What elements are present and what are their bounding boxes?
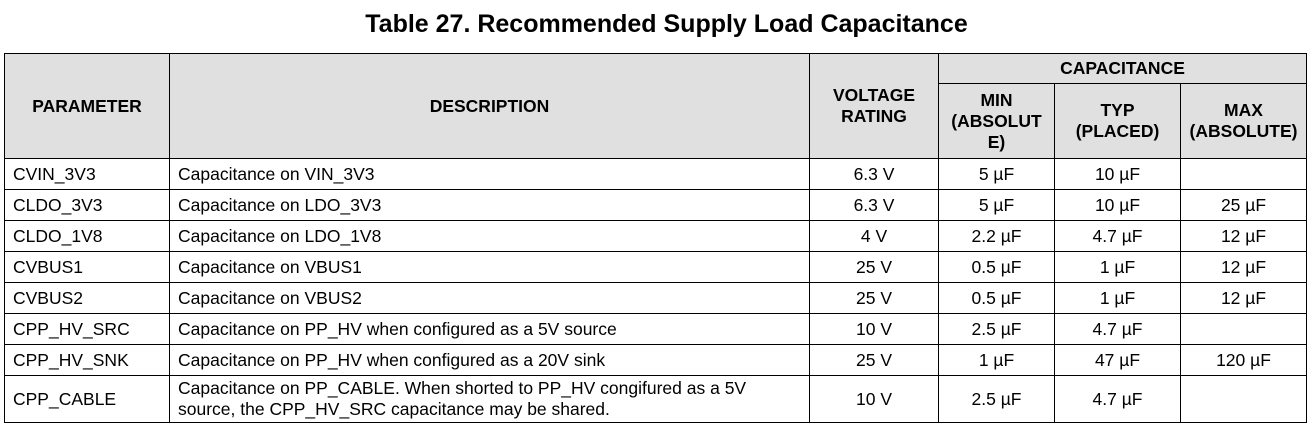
cell-min: 1 µF [938,344,1055,376]
cell-voltage: 10 V [809,375,939,423]
cell-max: 12 µF [1180,251,1307,283]
cell-parameter: CVBUS2 [4,282,170,314]
table-row: CPP_HV_SRC Capacitance on PP_HV when con… [4,313,1307,345]
cell-voltage: 10 V [809,313,939,345]
table-row: CVIN_3V3 Capacitance on VIN_3V3 6.3 V 5 … [4,158,1307,190]
table-row: CLDO_3V3 Capacitance on LDO_3V3 6.3 V 5 … [4,189,1307,221]
cell-typ: 1 µF [1054,282,1181,314]
cell-typ: 4.7 µF [1054,375,1181,423]
header-max: MAX (ABSOLUTE) [1180,83,1307,159]
cell-max [1180,375,1307,423]
cell-typ: 10 µF [1054,189,1181,221]
table-title: Table 27. Recommended Supply Load Capaci… [365,10,968,38]
cell-parameter: CLDO_1V8 [4,220,170,252]
table-row: CPP_HV_SNK Capacitance on PP_HV when con… [4,344,1307,376]
cell-max: 25 µF [1180,189,1307,221]
cell-max: 120 µF [1180,344,1307,376]
cell-typ: 47 µF [1054,344,1181,376]
cell-description: Capacitance on VIN_3V3 [169,158,810,190]
cell-parameter: CVBUS1 [4,251,170,283]
cell-voltage: 25 V [809,282,939,314]
cell-max [1180,158,1307,190]
capacitance-table: PARAMETER DESCRIPTION VOLTAGE RATING CAP… [4,53,1307,423]
cell-max [1180,313,1307,345]
header-min: MIN (ABSOLUT E) [938,83,1055,159]
cell-description: Capacitance on PP_HV when configured as … [169,313,810,345]
table-row: CVBUS2 Capacitance on VBUS2 25 V 0.5 µF … [4,282,1307,314]
header-description: DESCRIPTION [169,53,810,159]
cell-typ: 4.7 µF [1054,313,1181,345]
cell-typ: 4.7 µF [1054,220,1181,252]
cell-description: Capacitance on LDO_1V8 [169,220,810,252]
cell-description: Capacitance on PP_CABLE. When shorted to… [169,375,810,423]
cell-min: 5 µF [938,189,1055,221]
cell-parameter: CPP_HV_SRC [4,313,170,345]
header-voltage-rating: VOLTAGE RATING [809,53,939,159]
header-typ: TYP (PLACED) [1054,83,1181,159]
table-row: CPP_CABLE Capacitance on PP_CABLE. When … [4,375,1307,423]
cell-parameter: CPP_HV_SNK [4,344,170,376]
cell-voltage: 6.3 V [809,189,939,221]
cell-max: 12 µF [1180,282,1307,314]
cell-description: Capacitance on VBUS1 [169,251,810,283]
cell-typ: 10 µF [1054,158,1181,190]
cell-voltage: 25 V [809,344,939,376]
cell-parameter: CLDO_3V3 [4,189,170,221]
cell-typ: 1 µF [1054,251,1181,283]
table-row: CLDO_1V8 Capacitance on LDO_1V8 4 V 2.2 … [4,220,1307,252]
cell-max: 12 µF [1180,220,1307,252]
header-capacitance: CAPACITANCE [938,53,1307,84]
cell-voltage: 25 V [809,251,939,283]
cell-parameter: CVIN_3V3 [4,158,170,190]
cell-voltage: 4 V [809,220,939,252]
cell-min: 0.5 µF [938,282,1055,314]
cell-min: 2.2 µF [938,220,1055,252]
cell-parameter: CPP_CABLE [4,375,170,423]
cell-min: 5 µF [938,158,1055,190]
cell-min: 0.5 µF [938,251,1055,283]
cell-description: Capacitance on LDO_3V3 [169,189,810,221]
cell-voltage: 6.3 V [809,158,939,190]
header-parameter: PARAMETER [4,53,170,159]
cell-min: 2.5 µF [938,313,1055,345]
table-row: CVBUS1 Capacitance on VBUS1 25 V 0.5 µF … [4,251,1307,283]
cell-description: Capacitance on VBUS2 [169,282,810,314]
cell-description: Capacitance on PP_HV when configured as … [169,344,810,376]
cell-min: 2.5 µF [938,375,1055,423]
